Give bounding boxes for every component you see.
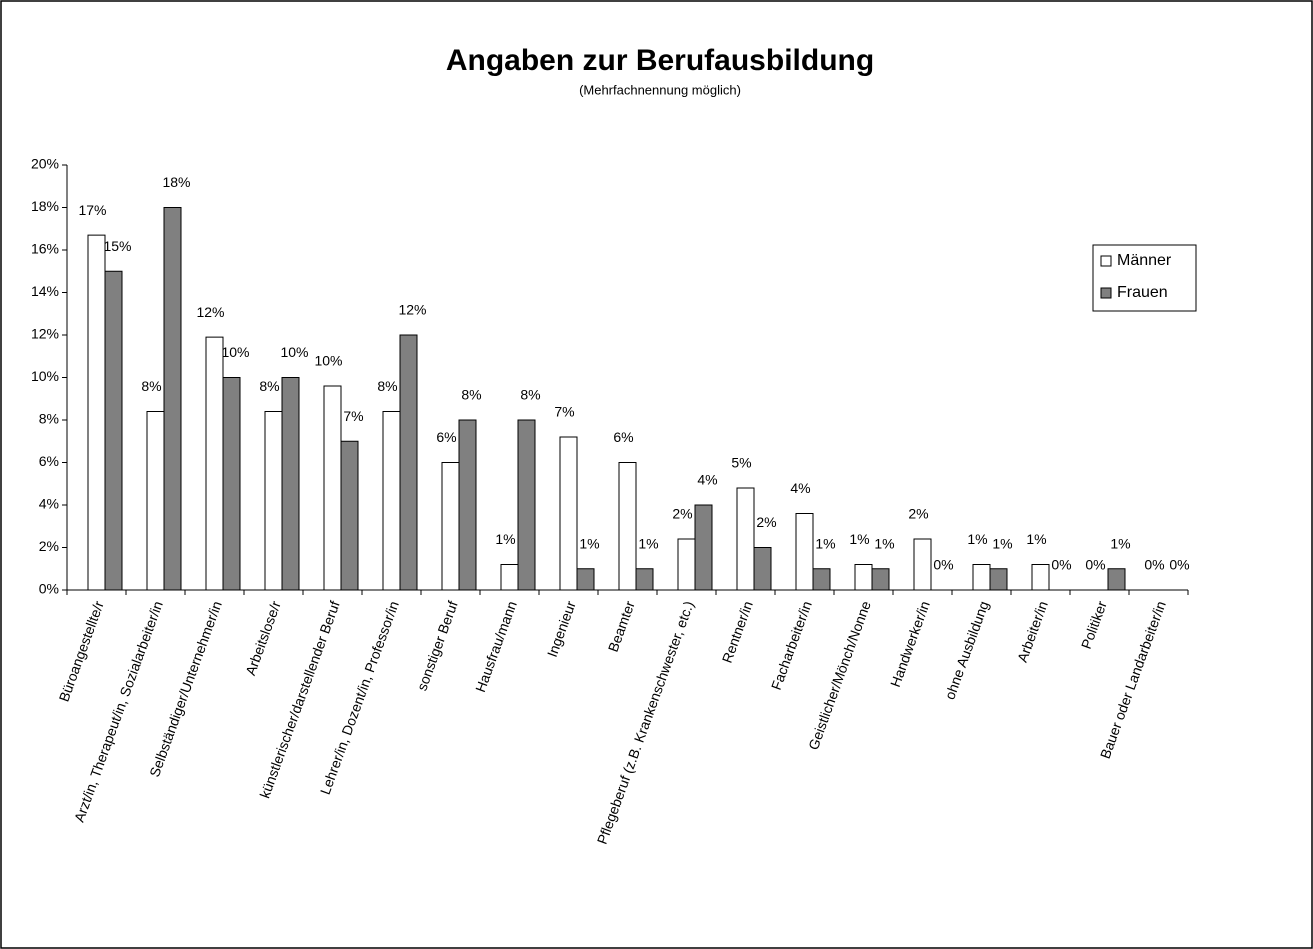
y-tick-label: 6% (39, 453, 59, 469)
bar (340, 440, 359, 591)
legend-label: Frauen (1117, 284, 1168, 301)
value-label: 8% (259, 378, 279, 394)
legend-label: Männer (1117, 252, 1172, 269)
value-label: 6% (436, 429, 456, 445)
bar (1107, 568, 1126, 591)
bar (500, 564, 519, 591)
value-label: 7% (343, 408, 363, 424)
bar (576, 568, 595, 591)
bar (517, 419, 536, 591)
bar (795, 513, 814, 591)
value-label: 8% (461, 387, 481, 403)
bar (441, 462, 460, 591)
value-label: 0% (933, 557, 953, 573)
bar (1031, 564, 1050, 591)
value-label: 12% (398, 302, 426, 318)
bar (618, 462, 637, 591)
bar (222, 377, 241, 591)
bar (635, 568, 654, 591)
y-tick-label: 10% (31, 368, 59, 384)
bar (104, 270, 123, 591)
value-label: 1% (992, 535, 1012, 551)
value-label: 7% (554, 404, 574, 420)
legend-swatch (1100, 255, 1112, 267)
bar (264, 411, 283, 591)
value-label: 17% (78, 202, 106, 218)
bar (458, 419, 477, 591)
bar (399, 334, 418, 591)
value-label: 15% (103, 238, 131, 254)
y-tick-label: 4% (39, 496, 59, 512)
value-label: 0% (1085, 557, 1105, 573)
bar (972, 564, 991, 591)
value-label: 12% (196, 304, 224, 320)
bar (382, 411, 401, 591)
bar (281, 377, 300, 591)
y-tick-label: 14% (31, 283, 59, 299)
bar (753, 547, 772, 591)
bar (989, 568, 1008, 591)
y-tick-label: 2% (39, 538, 59, 554)
value-label: 1% (815, 535, 835, 551)
y-tick-label: 18% (31, 198, 59, 214)
bar (205, 336, 224, 591)
bar (736, 487, 755, 591)
value-label: 0% (1144, 557, 1164, 573)
value-label: 1% (1110, 535, 1130, 551)
value-label: 1% (495, 531, 515, 547)
bar (559, 436, 578, 591)
value-label: 4% (790, 480, 810, 496)
bar (677, 538, 696, 591)
value-label: 10% (314, 353, 342, 369)
value-label: 0% (1051, 557, 1071, 573)
value-label: 8% (520, 387, 540, 403)
value-label: 10% (221, 344, 249, 360)
value-label: 6% (613, 429, 633, 445)
bar (323, 385, 342, 591)
bar (694, 504, 713, 591)
value-label: 0% (1169, 557, 1189, 573)
y-tick-label: 8% (39, 411, 59, 427)
value-label: 2% (908, 506, 928, 522)
legend-swatch (1100, 287, 1112, 299)
y-tick-label: 16% (31, 241, 59, 257)
value-label: 8% (377, 378, 397, 394)
value-label: 2% (756, 514, 776, 530)
value-label: 1% (579, 535, 599, 551)
y-tick-label: 12% (31, 326, 59, 342)
value-label: 1% (638, 535, 658, 551)
bar (146, 411, 165, 591)
value-label: 2% (672, 506, 692, 522)
y-tick-label: 0% (39, 581, 59, 597)
value-label: 1% (874, 535, 894, 551)
bar (871, 568, 890, 591)
y-tick-label: 20% (31, 156, 59, 172)
bar (87, 234, 106, 591)
bar (854, 564, 873, 591)
value-label: 1% (967, 531, 987, 547)
value-label: 18% (162, 174, 190, 190)
value-label: 8% (141, 378, 161, 394)
chart-subtitle: (Mehrfachnennung möglich) (579, 82, 741, 97)
value-label: 4% (697, 472, 717, 488)
value-label: 10% (280, 344, 308, 360)
bar (913, 538, 932, 591)
value-label: 5% (731, 455, 751, 471)
bar (163, 207, 182, 591)
value-label: 1% (849, 531, 869, 547)
value-label: 1% (1026, 531, 1046, 547)
bar (812, 568, 831, 591)
chart-title: Angaben zur Berufausbildung (446, 44, 874, 77)
